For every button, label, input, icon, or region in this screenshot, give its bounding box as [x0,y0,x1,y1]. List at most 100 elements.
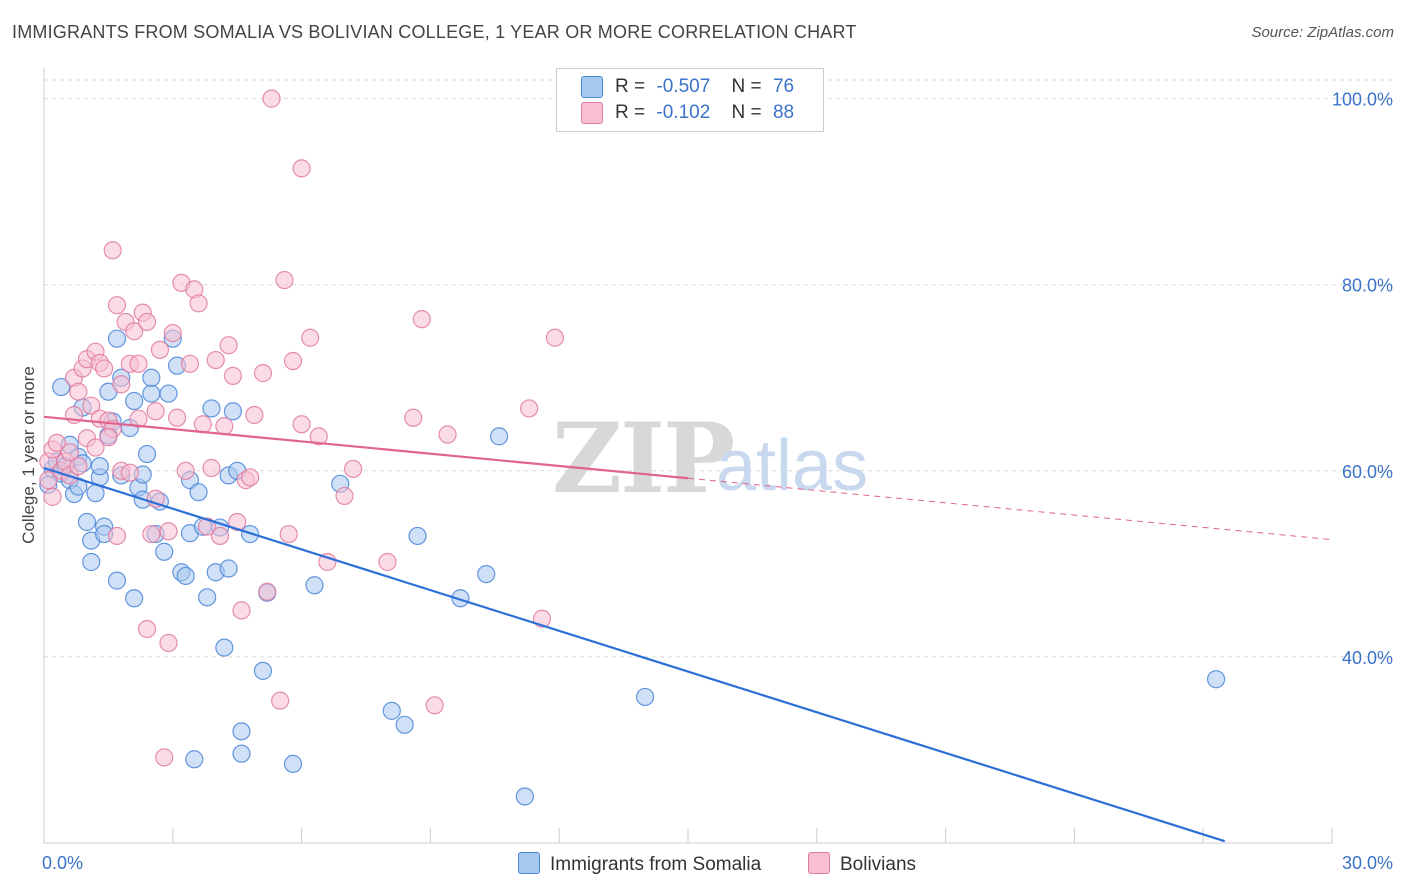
point-somalia [382,701,401,720]
grid-lines [44,79,1392,658]
point-bolivia [344,459,363,479]
bottom-legend-somalia: Immigrants from Somalia [518,852,761,876]
point-bolivia [142,524,161,544]
watermark-zip: ZIP [552,402,733,515]
point-bolivia [271,691,290,710]
point-bolivia [82,396,101,415]
point-bolivia [292,415,311,434]
point-somalia [77,512,97,532]
point-bolivia [275,270,294,290]
point-bolivia [262,89,281,108]
point-bolivia [86,438,105,457]
point-bolivia [253,364,273,383]
chart-title: IMMIGRANTS FROM SOMALIA VS BOLIVIAN COLL… [12,22,857,42]
source-label: Source: ZipAtlas.com [1251,24,1394,41]
point-somalia [107,571,127,590]
legend-row-bolivia: R = -0.102 N = 88 [581,102,794,126]
point-somalia [219,559,238,578]
point-bolivia [107,296,127,315]
legend-swatch-somalia [581,76,603,98]
trend-lines [43,415,1333,843]
point-bolivia [219,336,238,355]
point-somalia [477,564,496,584]
legend-n-label: N = [731,76,762,98]
point-bolivia [103,241,122,260]
point-bolivia [125,322,144,341]
point-bolivia [279,524,298,544]
x-tick-label: 30.0% [1342,853,1393,873]
point-bolivia [95,359,114,378]
point-somalia [82,552,101,572]
point-bolivia [69,382,88,401]
point-bolivia [228,512,247,532]
point-bolivia [240,468,260,487]
point-somalia [142,384,161,403]
bottom-legend-label-somalia: Immigrants from Somalia [550,854,762,875]
legend-row-somalia: R = -0.507 N = 76 [581,76,794,100]
point-bolivia [159,522,178,541]
point-bolivia [378,552,397,572]
point-somalia [395,715,414,734]
point-bolivia [99,428,118,447]
legend-n-label: N = [731,102,762,124]
data-points [39,89,1226,806]
legend-r-label: R = [615,102,646,124]
point-somalia [215,638,234,657]
point-bolivia [215,417,234,436]
point-bolivia [404,408,423,427]
point-bolivia [163,323,182,343]
point-bolivia [167,408,187,427]
point-bolivia [150,340,170,359]
point-bolivia [176,461,195,480]
point-bolivia [223,366,243,385]
point-bolivia [60,443,79,462]
correlation-legend: R = -0.507 N = 76 R = -0.102 N = 88 [556,68,824,132]
point-bolivia [112,375,131,394]
bottom-legend-bolivia: Bolivians [808,852,916,876]
point-bolivia [129,409,148,428]
point-bolivia [189,294,208,313]
point-bolivia [520,399,539,418]
point-somalia [408,526,427,546]
point-somalia [137,444,157,464]
legend-n-value: 76 [772,76,795,98]
point-somalia [125,391,144,411]
point-somalia [232,722,251,741]
point-somalia [223,402,243,421]
point-somalia [253,661,273,680]
bottom-legend-swatch-bolivia [808,852,830,874]
point-bolivia [438,425,457,444]
point-bolivia [198,517,217,536]
point-bolivia [137,312,157,332]
point-somalia [176,566,195,586]
legend-r-value: -0.507 [656,76,711,98]
point-somalia [451,589,470,608]
point-bolivia [309,427,328,446]
point-bolivia [202,458,221,478]
point-bolivia [47,433,66,452]
point-bolivia [193,415,212,434]
point-bolivia [232,601,251,620]
point-somalia [1206,670,1226,689]
point-bolivia [180,354,200,373]
point-somalia [635,687,655,707]
point-somalia [155,542,174,561]
point-bolivia [425,696,444,715]
point-bolivia [129,354,148,373]
trend-line-somalia [43,466,1225,843]
point-bolivia [39,471,58,490]
point-bolivia [258,582,277,601]
point-somalia [305,576,324,595]
legend-swatch-bolivia [581,102,603,124]
trend-line-bolivia [43,415,689,480]
point-somalia [185,750,204,769]
point-somalia [52,377,71,397]
bottom-legend-label-bolivia: Bolivians [840,854,917,875]
point-somalia [515,787,534,806]
point-bolivia [146,402,165,421]
y-tick-label: 100.0% [1332,90,1393,110]
point-somalia [489,427,509,446]
point-somalia [283,754,303,774]
point-bolivia [107,526,127,546]
